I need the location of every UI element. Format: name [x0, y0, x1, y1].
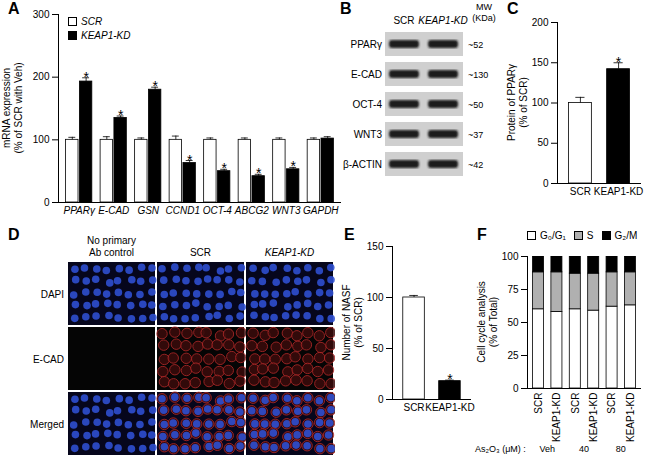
- svg-text:100: 100: [367, 292, 384, 303]
- svg-text:SCR: SCR: [393, 15, 414, 26]
- svg-text:0: 0: [513, 383, 519, 394]
- html-text:40: 40: [579, 444, 589, 454]
- svg-text:*: *: [290, 158, 296, 174]
- svg-text:mRNA expression(% of SCR with: mRNA expression(% of SCR with Veh): [1, 62, 24, 153]
- svg-text:WNT3: WNT3: [354, 129, 383, 140]
- svg-text:MW: MW: [476, 2, 492, 12]
- svg-text:E-CAD: E-CAD: [33, 354, 64, 365]
- svg-text:~37: ~37: [468, 130, 483, 140]
- svg-text:SCR: SCR: [533, 393, 544, 414]
- svg-text:*: *: [83, 69, 89, 85]
- svg-text:100: 100: [532, 97, 549, 108]
- html-text:80: 80: [615, 444, 626, 454]
- svg-text:200: 200: [33, 71, 50, 82]
- html-text:E: E: [344, 226, 355, 243]
- svg-text:E-CAD: E-CAD: [98, 205, 129, 216]
- html-text:A: A: [8, 0, 20, 17]
- svg-text:GSN: GSN: [137, 205, 159, 216]
- svg-text:50: 50: [507, 317, 519, 328]
- svg-text:*: *: [221, 160, 227, 176]
- svg-text:Ab control: Ab control: [89, 247, 134, 258]
- svg-text:(KDa): (KDa): [472, 13, 496, 23]
- svg-text:E-CAD: E-CAD: [351, 69, 382, 80]
- svg-text:ABCG2: ABCG2: [234, 205, 269, 216]
- svg-text:PPARγ: PPARγ: [351, 39, 383, 50]
- svg-text:Cell cycle analysis(% of Total: Cell cycle analysis(% of Total): [476, 281, 499, 363]
- svg-text:KEAP1-KD: KEAP1-KD: [425, 402, 474, 413]
- svg-text:SCR: SCR: [606, 393, 617, 414]
- svg-text:No primary: No primary: [87, 235, 136, 246]
- svg-text:DAPI: DAPI: [41, 289, 64, 300]
- svg-text:Protein of PPARγ(% of SCR): Protein of PPARγ(% of SCR): [506, 64, 529, 141]
- svg-text:75: 75: [507, 284, 519, 295]
- svg-text:200: 200: [532, 17, 549, 28]
- svg-text:~130: ~130: [468, 70, 488, 80]
- svg-text:PPARγ: PPARγ: [63, 205, 95, 216]
- svg-text:*: *: [256, 165, 262, 181]
- svg-text:~42: ~42: [468, 160, 483, 170]
- svg-text:150: 150: [532, 57, 549, 68]
- svg-text:100: 100: [33, 134, 50, 145]
- svg-text:25: 25: [507, 350, 519, 361]
- svg-text:KEAP1-KD: KEAP1-KD: [588, 393, 599, 442]
- svg-text:Merged: Merged: [30, 419, 64, 430]
- html-text:Veh: Veh: [539, 444, 555, 454]
- svg-text:150: 150: [367, 241, 384, 252]
- svg-text:50: 50: [372, 343, 384, 354]
- svg-text:0: 0: [44, 197, 50, 208]
- svg-text:50: 50: [537, 137, 549, 148]
- svg-text:KEAP1-KD: KEAP1-KD: [265, 247, 314, 258]
- svg-text:CCND1: CCND1: [166, 205, 200, 216]
- svg-text:SCR: SCR: [190, 247, 211, 258]
- html-text:D: D: [8, 226, 20, 243]
- svg-text:KEAP1-KD: KEAP1-KD: [625, 393, 636, 442]
- html-text:KEAP1-KD: KEAP1-KD: [81, 30, 131, 41]
- svg-text:KEAP1-KD: KEAP1-KD: [551, 393, 562, 442]
- html-text:B: B: [340, 0, 352, 17]
- svg-text:*: *: [118, 107, 124, 123]
- svg-text:100: 100: [502, 251, 519, 262]
- svg-text:0: 0: [378, 394, 384, 405]
- svg-text:*: *: [152, 78, 158, 94]
- svg-text:SCR: SCR: [570, 393, 581, 414]
- html-text:G₂/M: G₂/M: [614, 230, 638, 241]
- svg-text:SCR: SCR: [570, 186, 591, 197]
- svg-text:SCR: SCR: [403, 402, 424, 413]
- svg-text:*: *: [447, 371, 453, 387]
- svg-text:0: 0: [543, 178, 549, 189]
- html-text:F: F: [477, 226, 487, 243]
- html-text:As₂O₃ (μM) :: As₂O₃ (μM) :: [475, 444, 526, 454]
- svg-text:~50: ~50: [468, 100, 483, 110]
- svg-text:*: *: [187, 152, 193, 168]
- svg-text:OCT-4: OCT-4: [353, 99, 383, 110]
- html-text:G₀/G₁: G₀/G₁: [540, 230, 566, 241]
- html-text:C: C: [507, 0, 519, 17]
- svg-text:GAPDH: GAPDH: [303, 205, 339, 216]
- svg-text:β-ACTIN: β-ACTIN: [343, 159, 382, 170]
- svg-text:~52: ~52: [468, 40, 483, 50]
- svg-text:WNT3: WNT3: [272, 205, 301, 216]
- svg-text:*: *: [616, 54, 622, 70]
- svg-text:300: 300: [33, 9, 50, 20]
- svg-text:OCT-4: OCT-4: [203, 205, 233, 216]
- html-text:S: S: [586, 230, 594, 241]
- svg-text:KEAP1-KD: KEAP1-KD: [418, 15, 467, 26]
- svg-text:KEAP1-KD: KEAP1-KD: [594, 186, 643, 197]
- svg-text:Number of NASF(% of SCR): Number of NASF(% of SCR): [341, 284, 364, 360]
- html-text:SCR: SCR: [81, 16, 103, 27]
